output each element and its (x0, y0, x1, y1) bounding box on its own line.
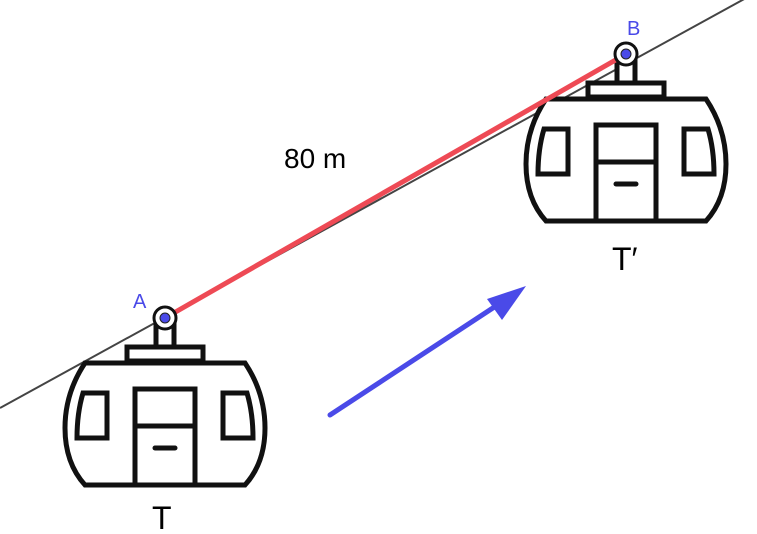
point-a-label: A (133, 291, 147, 313)
cabin-t-prime-label: T′ (612, 241, 638, 277)
translation-vector-arrow (327, 286, 526, 418)
cabin-t-icon (65, 325, 265, 485)
distance-label: 80 m (284, 143, 346, 174)
point-b-label: B (627, 18, 640, 40)
cabin-t-prime-icon (526, 61, 726, 221)
point-b[interactable] (613, 41, 639, 67)
cabin-t-label: T (152, 500, 172, 529)
point-a[interactable] (152, 305, 178, 331)
segment-ab (162, 51, 629, 321)
